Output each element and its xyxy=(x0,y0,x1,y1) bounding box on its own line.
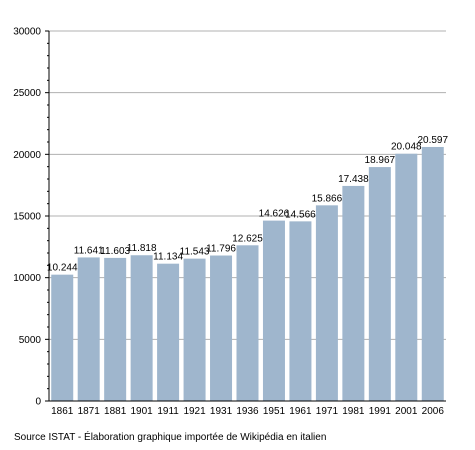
data-label-1936: 12.625 xyxy=(232,233,263,244)
bar-1971 xyxy=(315,205,338,401)
bar-1991 xyxy=(368,167,391,401)
y-tick-label: 25000 xyxy=(13,88,41,99)
bar-1911 xyxy=(157,263,180,401)
data-label-2006: 20.597 xyxy=(417,135,448,146)
bar-1901 xyxy=(130,255,153,401)
y-tick-label: 10000 xyxy=(13,273,41,284)
x-tick-label: 1871 xyxy=(78,406,101,417)
data-label-1971: 15.866 xyxy=(312,193,343,204)
x-tick-label: 1971 xyxy=(316,406,339,417)
bar-1981 xyxy=(342,185,365,401)
bar-1931 xyxy=(210,255,233,401)
data-label-1961: 14.566 xyxy=(285,209,316,220)
x-tick-label: 1881 xyxy=(104,406,127,417)
x-tick-label: 1861 xyxy=(51,406,74,417)
x-tick-label: 1921 xyxy=(183,406,206,417)
data-label-1921: 11.543 xyxy=(180,247,210,258)
y-tick-label: 0 xyxy=(35,397,41,408)
bar-1951 xyxy=(262,220,285,401)
axes xyxy=(45,30,446,402)
y-tick-label: 30000 xyxy=(13,27,41,38)
y-tick-label: 5000 xyxy=(19,335,42,346)
bar-2006 xyxy=(421,146,444,401)
data-label-1901: 11.818 xyxy=(127,243,157,254)
data-label-1861: 10.244 xyxy=(47,263,78,274)
data-label-1871: 11.641 xyxy=(74,245,104,256)
x-tick-label: 1981 xyxy=(342,406,365,417)
bar-1871 xyxy=(77,257,100,401)
data-label-1991: 18.967 xyxy=(365,155,396,166)
y-tick-label: 15000 xyxy=(13,212,41,223)
data-label-1931: 11.796 xyxy=(206,244,236,255)
bar-2001 xyxy=(395,153,418,401)
x-tick-label: 1991 xyxy=(369,406,392,417)
x-tick-label: 1961 xyxy=(289,406,312,417)
x-tick-label: 1901 xyxy=(131,406,154,417)
data-label-1911: 11.134 xyxy=(153,252,183,263)
x-tick-label: 1936 xyxy=(236,406,259,417)
x-tick-label: 2006 xyxy=(422,406,445,417)
bar-1881 xyxy=(104,257,127,401)
x-tick-labels: 1861 1871 1881 1901 1911 1921 1931 1936 1951 1961… xyxy=(51,406,444,417)
data-label-1951: 14.626 xyxy=(259,209,290,220)
y-tick-labels: 0 5000 10000 15000 20000 25000 30000 xyxy=(13,27,41,408)
bar-1861 xyxy=(51,274,74,401)
y-tick-label: 20000 xyxy=(13,150,41,161)
source-note: Source ISTAT - Élaboration graphique imp… xyxy=(14,432,327,443)
data-labels: 10.244 11.64111.60311.81811.13411.54311.7… xyxy=(47,135,449,274)
x-tick-label: 1911 xyxy=(157,406,179,417)
bar-1936 xyxy=(236,245,259,401)
bar-1961 xyxy=(289,221,312,401)
bars-group xyxy=(51,146,444,401)
bar-1921 xyxy=(183,258,206,401)
data-label-1881: 11.603 xyxy=(100,246,130,257)
x-tick-label: 2001 xyxy=(395,406,418,417)
data-label-2001: 20.048 xyxy=(391,142,422,153)
x-tick-label: 1951 xyxy=(263,406,286,417)
x-tick-label: 1931 xyxy=(210,406,233,417)
data-label-1981: 17.438 xyxy=(338,174,369,185)
